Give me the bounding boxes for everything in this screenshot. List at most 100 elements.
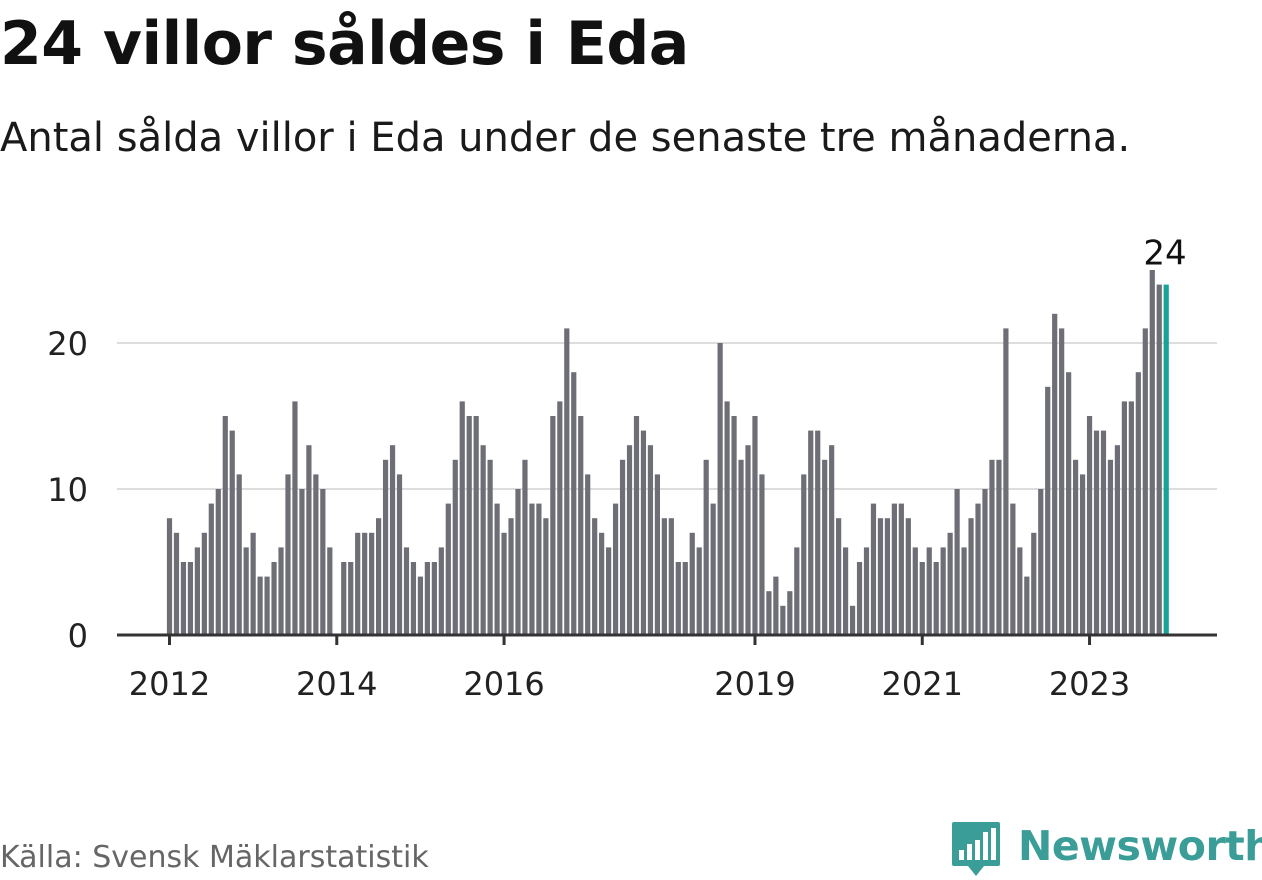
bar xyxy=(431,562,437,635)
bar xyxy=(341,562,347,635)
bar xyxy=(1003,328,1009,635)
bar xyxy=(410,562,417,635)
bar xyxy=(382,459,389,635)
x-tick-label: 2014 xyxy=(296,665,377,703)
bar xyxy=(376,518,382,635)
bar xyxy=(320,489,326,635)
bar xyxy=(842,547,849,635)
bar xyxy=(494,503,500,635)
x-tick-label: 2016 xyxy=(463,665,544,703)
bar xyxy=(250,532,256,635)
bar xyxy=(417,576,424,635)
bar xyxy=(815,430,821,635)
bar xyxy=(473,416,479,635)
bar xyxy=(612,503,619,635)
bar xyxy=(438,547,444,635)
bar xyxy=(480,445,486,635)
bar xyxy=(829,445,835,635)
bar xyxy=(640,430,647,635)
bar-chart-speech-bubble-icon xyxy=(952,822,1000,876)
bar xyxy=(989,459,995,635)
bar xyxy=(180,562,187,635)
bar xyxy=(1073,459,1079,635)
x-tick-label: 2021 xyxy=(882,665,963,703)
bar xyxy=(201,532,207,635)
bar xyxy=(724,401,730,635)
bar xyxy=(947,532,953,635)
bar xyxy=(166,518,173,635)
bar xyxy=(891,503,897,635)
bar xyxy=(682,562,688,635)
bar xyxy=(752,416,758,635)
bar xyxy=(1017,547,1023,635)
bar xyxy=(355,532,361,635)
newsworthy-logo[interactable]: Newsworthy xyxy=(950,818,1262,878)
bar xyxy=(912,547,918,635)
bar xyxy=(229,430,235,635)
bar xyxy=(543,518,549,635)
bar xyxy=(877,518,884,635)
bar xyxy=(787,591,793,635)
bar xyxy=(933,562,939,635)
source-note: Källa: Svensk Mäklarstatistik xyxy=(0,840,429,875)
bar xyxy=(564,328,570,635)
bar xyxy=(403,547,410,635)
bar xyxy=(585,474,591,635)
y-tick-label: 10 xyxy=(47,471,88,509)
bar xyxy=(884,518,891,635)
bar xyxy=(1024,576,1030,635)
bar xyxy=(173,532,180,635)
bar xyxy=(1100,430,1107,635)
bar xyxy=(515,489,521,635)
bar xyxy=(1010,503,1016,635)
bar xyxy=(870,503,877,635)
bar xyxy=(710,503,716,635)
bar xyxy=(578,416,584,635)
bar xyxy=(668,518,674,635)
bar xyxy=(808,430,814,635)
bar xyxy=(738,459,744,635)
y-tick-label: 20 xyxy=(47,325,88,363)
bar xyxy=(278,547,284,635)
x-tick-label: 2019 xyxy=(714,665,795,703)
bar xyxy=(849,605,856,635)
bar xyxy=(1156,284,1162,635)
bar-chart: 0 10 20 2012 2014 2016 2019 2021 2023 24 xyxy=(47,234,1217,703)
bar xyxy=(919,562,925,635)
bar xyxy=(954,489,960,635)
bar xyxy=(396,474,403,635)
brand-name: Newsworthy xyxy=(1018,822,1262,870)
bar xyxy=(766,591,772,635)
bar xyxy=(243,547,249,635)
bar xyxy=(264,576,270,635)
bar xyxy=(1128,401,1134,635)
bar xyxy=(745,445,751,635)
bar xyxy=(1038,489,1044,635)
bar xyxy=(327,547,333,635)
bar xyxy=(1045,386,1051,635)
bar xyxy=(940,547,946,635)
bar xyxy=(299,489,305,635)
bar xyxy=(905,518,911,635)
bar xyxy=(557,401,563,635)
bar xyxy=(1079,474,1086,635)
bar xyxy=(536,503,542,635)
bar xyxy=(1086,416,1093,635)
y-tick-label: 0 xyxy=(68,617,88,655)
bar xyxy=(1121,401,1127,635)
bar xyxy=(1059,328,1065,635)
bar xyxy=(508,518,514,635)
bar xyxy=(445,503,451,635)
bar xyxy=(1093,430,1100,635)
bar xyxy=(689,532,695,635)
bar xyxy=(696,547,702,635)
bar xyxy=(257,576,263,635)
bar xyxy=(369,532,375,635)
bar xyxy=(898,503,904,635)
bar xyxy=(592,518,598,635)
bar xyxy=(1052,313,1058,635)
bar xyxy=(926,547,932,635)
bar xyxy=(1142,328,1148,635)
bar xyxy=(1066,372,1072,635)
bar xyxy=(501,532,507,635)
